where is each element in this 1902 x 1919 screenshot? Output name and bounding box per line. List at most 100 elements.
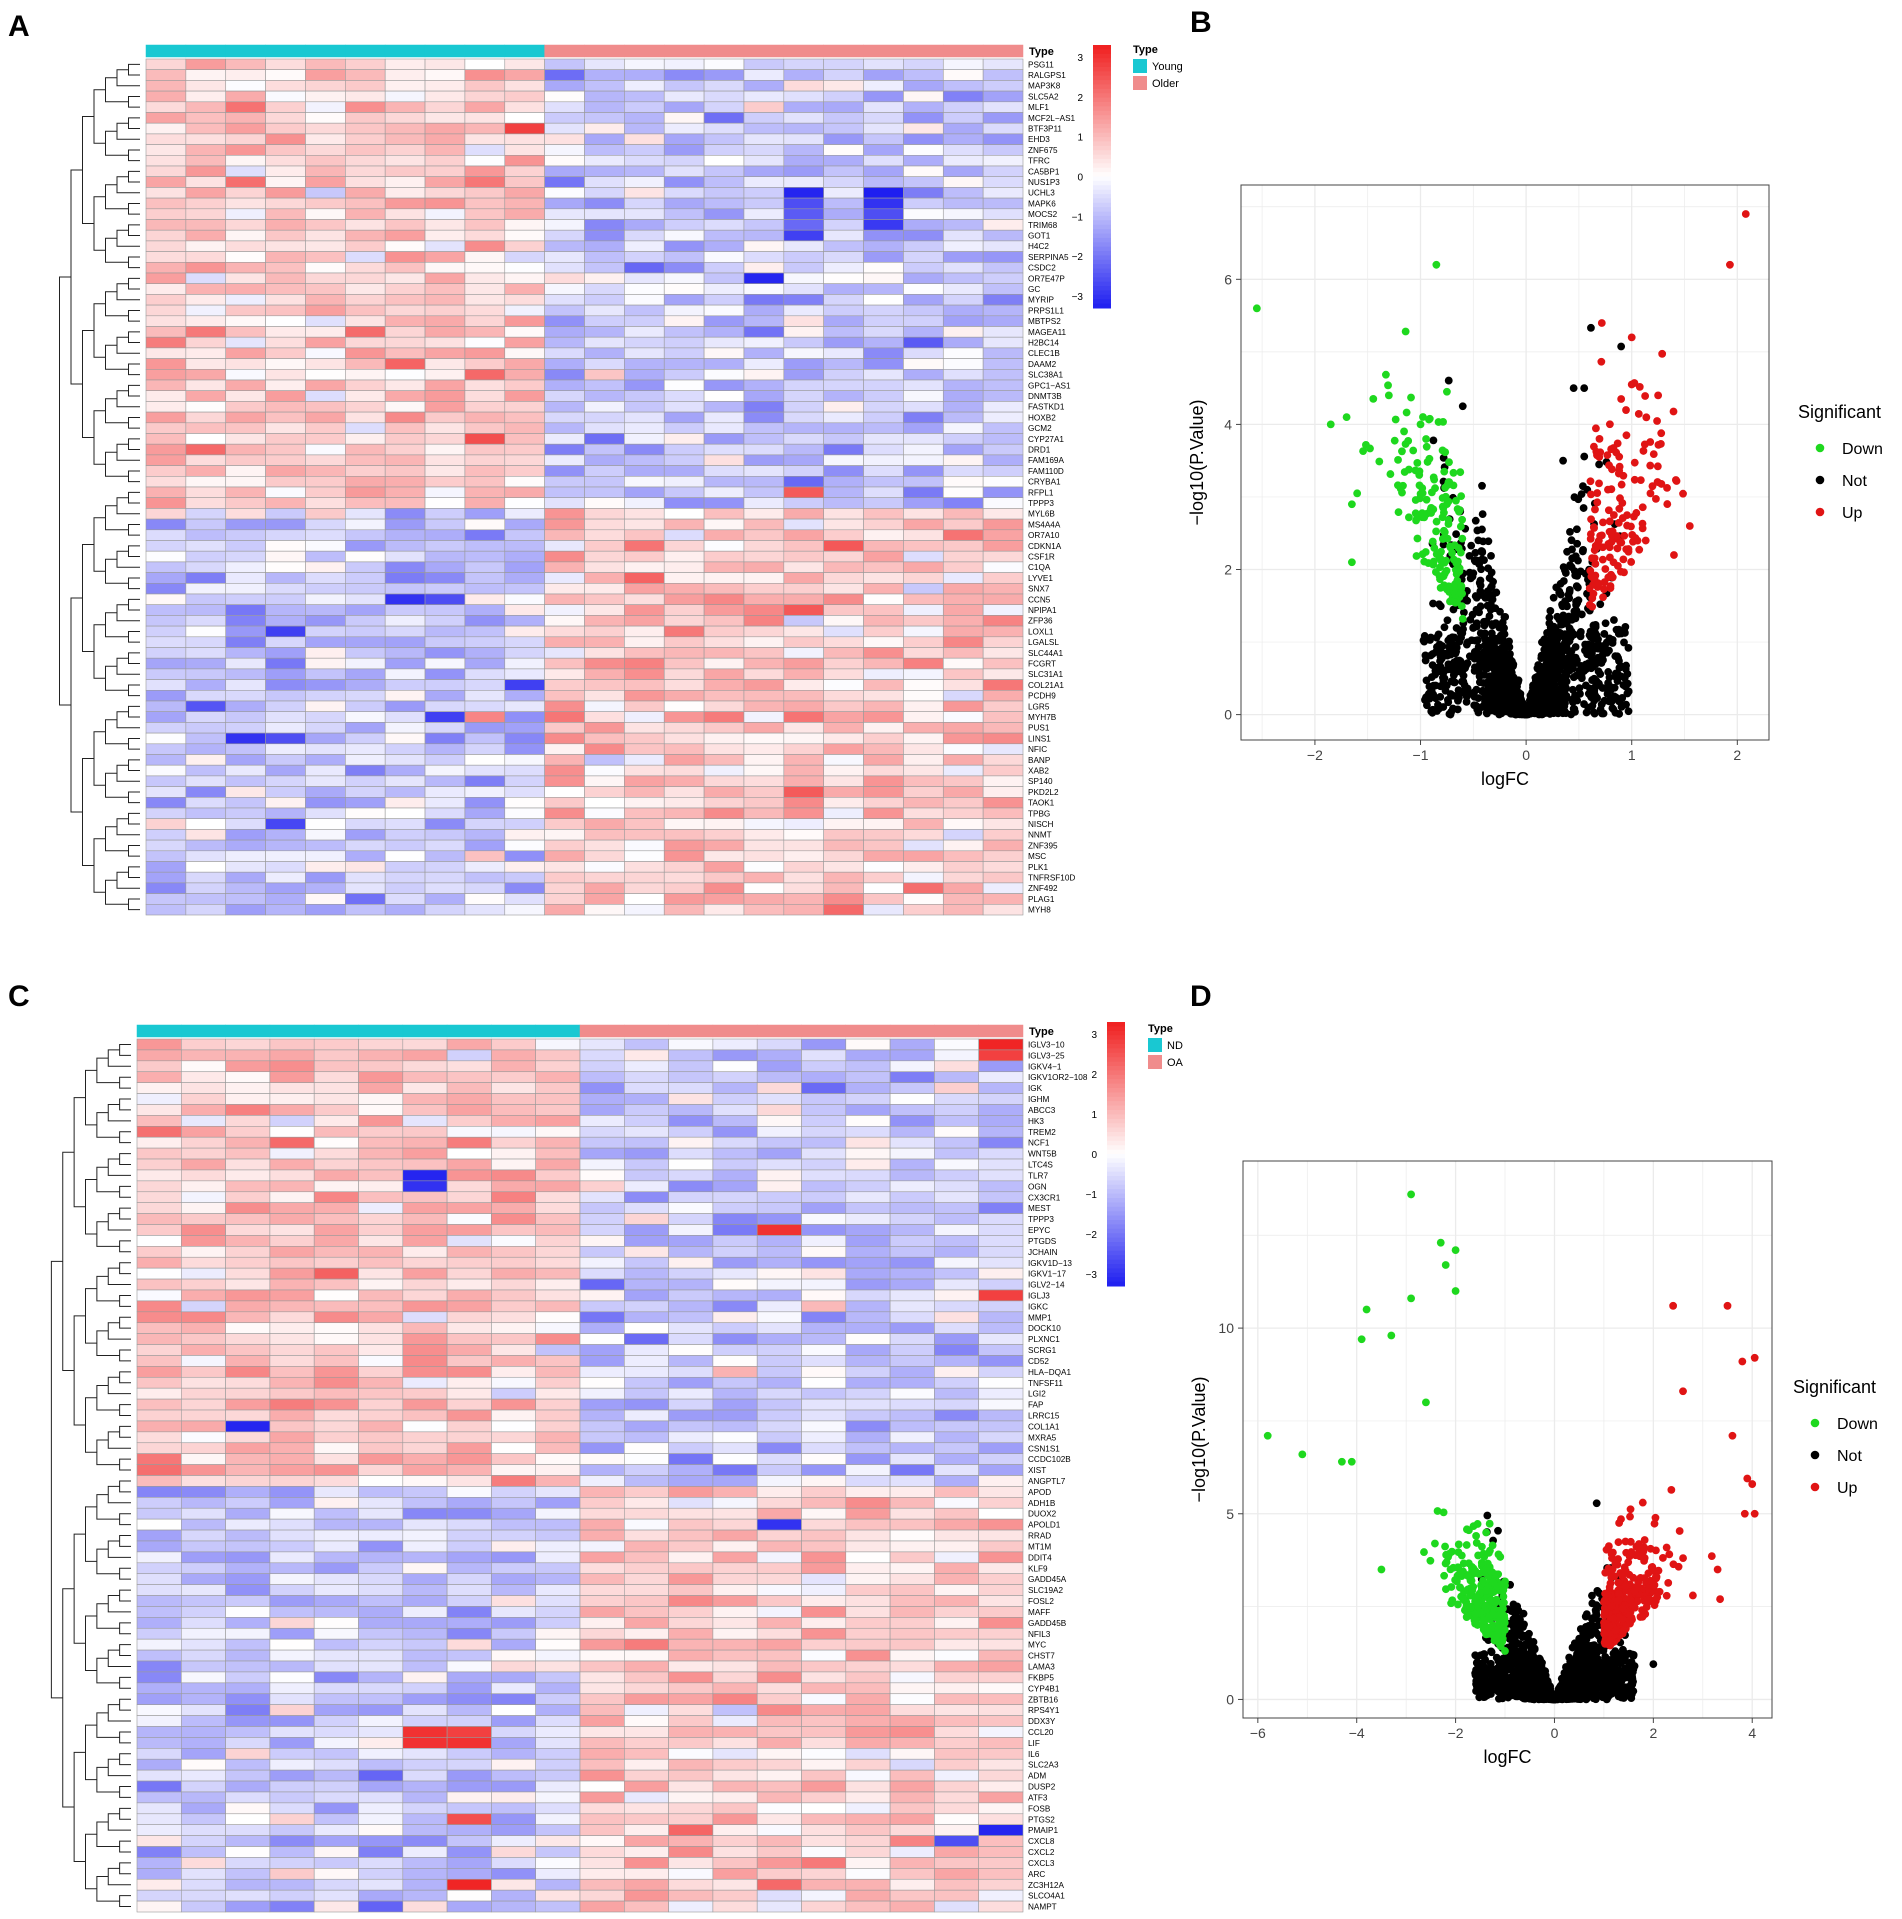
heatmap-cell	[863, 144, 904, 156]
heatmap-cell	[424, 197, 466, 210]
heatmap-cell	[504, 893, 545, 905]
heatmap-cell	[544, 69, 585, 81]
heatmap-cell	[942, 732, 984, 745]
heatmap-cell	[903, 711, 944, 723]
heatmap-cell	[358, 1671, 404, 1684]
heatmap-cell	[624, 604, 665, 616]
gene-label: PLAG1	[1028, 895, 1055, 904]
heatmap-cell	[269, 1202, 315, 1214]
colorbar-segment	[1093, 242, 1111, 248]
heatmap-cell	[181, 1387, 226, 1400]
annotation-cell-nd	[446, 1024, 492, 1038]
heatmap-cell	[668, 1780, 714, 1793]
heatmap-cell	[845, 1246, 891, 1258]
heatmap-cell	[225, 294, 266, 306]
heatmap-cell	[446, 1387, 492, 1400]
heatmap-cell	[584, 240, 625, 252]
heatmap-cell	[313, 1202, 359, 1214]
heatmap-cell	[579, 1726, 625, 1738]
heatmap-cell	[623, 1737, 669, 1749]
heatmap-cell	[491, 1878, 536, 1891]
heatmap-cell	[801, 1889, 847, 1902]
heatmap-cell	[579, 1627, 625, 1640]
heatmap-cell	[265, 711, 306, 723]
heatmap-cell	[903, 743, 944, 755]
heatmap-cell	[185, 336, 227, 349]
heatmap-cell	[934, 1278, 980, 1291]
heatmap-cell	[384, 176, 426, 188]
annotation-cell-oa	[889, 1024, 935, 1038]
heatmap-cell	[845, 1420, 891, 1433]
heatmap-cell	[783, 486, 824, 498]
heatmap-cell	[145, 529, 187, 541]
heatmap-cell	[942, 508, 984, 520]
heatmap-cell	[783, 176, 824, 188]
heatmap-cell	[783, 294, 824, 306]
heatmap-cell	[982, 90, 1024, 103]
heatmap-cell	[402, 1595, 448, 1607]
gene-label: HOXB2	[1028, 413, 1056, 422]
colorbar-segment	[1093, 185, 1111, 191]
colorbar-segment	[1107, 1250, 1125, 1256]
heatmap-cell	[464, 572, 506, 584]
heatmap-cell	[384, 786, 426, 798]
heatmap-cell	[982, 550, 1024, 563]
heatmap-cell	[504, 625, 545, 638]
heatmap-cell	[424, 208, 466, 220]
heatmap-cell	[668, 1857, 714, 1869]
heatmap-cell	[756, 1889, 802, 1902]
heatmap-cell	[225, 1573, 271, 1585]
heatmap-cell	[978, 1671, 1024, 1684]
heatmap-cell	[225, 80, 266, 92]
heatmap-cell	[801, 1409, 847, 1422]
heatmap-cell	[384, 861, 426, 873]
heatmap-cell	[345, 829, 386, 841]
heatmap-cell	[863, 754, 904, 766]
heatmap-cell	[668, 1824, 714, 1836]
heatmap-cell	[663, 155, 705, 167]
heatmap-cell	[145, 101, 187, 113]
heatmap-cell	[345, 775, 386, 787]
heatmap-cell	[504, 208, 545, 220]
heatmap-cell	[624, 572, 665, 584]
heatmap-cell	[663, 144, 705, 156]
heatmap-cell	[783, 475, 824, 488]
gene-label: MMP1	[1028, 1313, 1052, 1322]
heatmap-cell	[801, 1824, 847, 1836]
heatmap-cell	[136, 1224, 182, 1236]
heatmap-cell	[504, 326, 545, 338]
heatmap-cell	[185, 722, 227, 734]
heatmap-cell	[424, 668, 466, 680]
heatmap-cell	[544, 294, 585, 306]
heatmap-cell	[136, 1726, 182, 1738]
heatmap-cell	[712, 1409, 758, 1422]
heatmap-cell	[903, 839, 944, 852]
annotation-cell-young	[265, 44, 306, 58]
gene-label: MS4A4A	[1028, 520, 1061, 529]
heatmap-cell	[942, 850, 984, 862]
dendrogram-branch	[128, 812, 140, 825]
heatmap-cell	[225, 1649, 271, 1662]
heatmap-cell	[185, 764, 227, 777]
heatmap-cell	[136, 1486, 182, 1498]
heatmap-cell	[623, 1256, 669, 1269]
heatmap-cell	[703, 454, 745, 466]
heatmap-cell	[269, 1627, 315, 1640]
heatmap-cell	[384, 197, 426, 210]
colorbar-segment	[1107, 1088, 1125, 1093]
annotation-cell-young	[464, 44, 506, 58]
heatmap-cell	[424, 497, 466, 509]
heatmap-cell	[535, 1693, 581, 1705]
heatmap-cell	[535, 1464, 581, 1476]
heatmap-cell	[269, 1715, 315, 1727]
heatmap-cell	[145, 700, 187, 712]
gene-label: FCGRT	[1028, 660, 1056, 669]
heatmap-cell	[743, 187, 785, 199]
heatmap-cell	[491, 1671, 536, 1684]
annotation-cell-nd	[358, 1024, 404, 1038]
heatmap-cell	[491, 1344, 536, 1356]
heatmap-cell	[584, 818, 625, 830]
annotation-cell-young	[384, 44, 426, 58]
heatmap-cell	[663, 572, 705, 584]
heatmap-cell	[402, 1693, 448, 1705]
